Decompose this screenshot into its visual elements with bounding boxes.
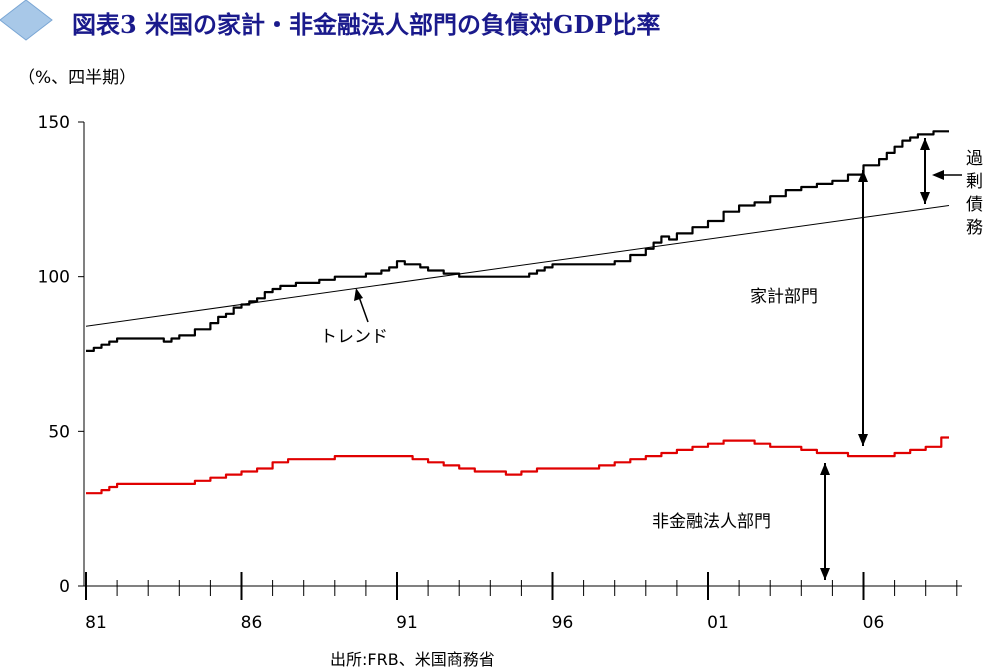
unit-label: （%、四半期）	[18, 68, 136, 88]
diamond-icon	[0, 0, 53, 41]
x-tick-label: 06	[863, 613, 885, 633]
excess-label-1: 過	[966, 149, 983, 169]
chart-title: 図表3 米国の家計・非金融法人部門の負債対GDP比率	[72, 10, 660, 39]
x-tick-label: 01	[707, 613, 729, 633]
x-tick-label: 81	[85, 613, 107, 633]
household-label: 家計部門	[750, 287, 818, 307]
series-lines	[85, 130, 950, 495]
x-tick-label: 86	[241, 613, 263, 633]
excess-label-3: 債	[966, 195, 983, 215]
y-tick-label: 100	[38, 268, 70, 288]
household-arrow-head-bottom	[858, 434, 868, 446]
household-line	[86, 130, 949, 352]
trend-line	[85, 205, 950, 327]
source-note: 出所:FRB、米国商務省	[330, 650, 495, 669]
excess-arrow-head-bottom	[920, 192, 930, 204]
excess-arrow-head-top	[920, 138, 930, 150]
trend-pointer-head	[354, 288, 363, 301]
nonfinancial-arrow-head-top	[820, 463, 830, 475]
excess-label-2: 剰	[966, 172, 983, 192]
annotation-arrows	[354, 138, 962, 580]
x-tick-label: 96	[552, 613, 574, 633]
trend-label: トレンド	[320, 327, 388, 347]
y-tick-label: 50	[48, 422, 70, 442]
nonfinancial-label: 非金融法人部門	[652, 512, 771, 532]
axes: 0 50 100 150 81 86 91 96 01 06	[38, 113, 962, 633]
excess-pointer-head	[932, 170, 944, 180]
y-tick-label: 0	[59, 577, 70, 597]
nonfinancial-line	[86, 436, 949, 495]
x-tick-label: 91	[396, 613, 418, 633]
household-arrow-head-top	[858, 170, 868, 182]
nonfinancial-arrow-head-bottom	[820, 568, 830, 580]
y-tick-label: 150	[38, 113, 70, 133]
excess-label-4: 務	[966, 218, 983, 238]
